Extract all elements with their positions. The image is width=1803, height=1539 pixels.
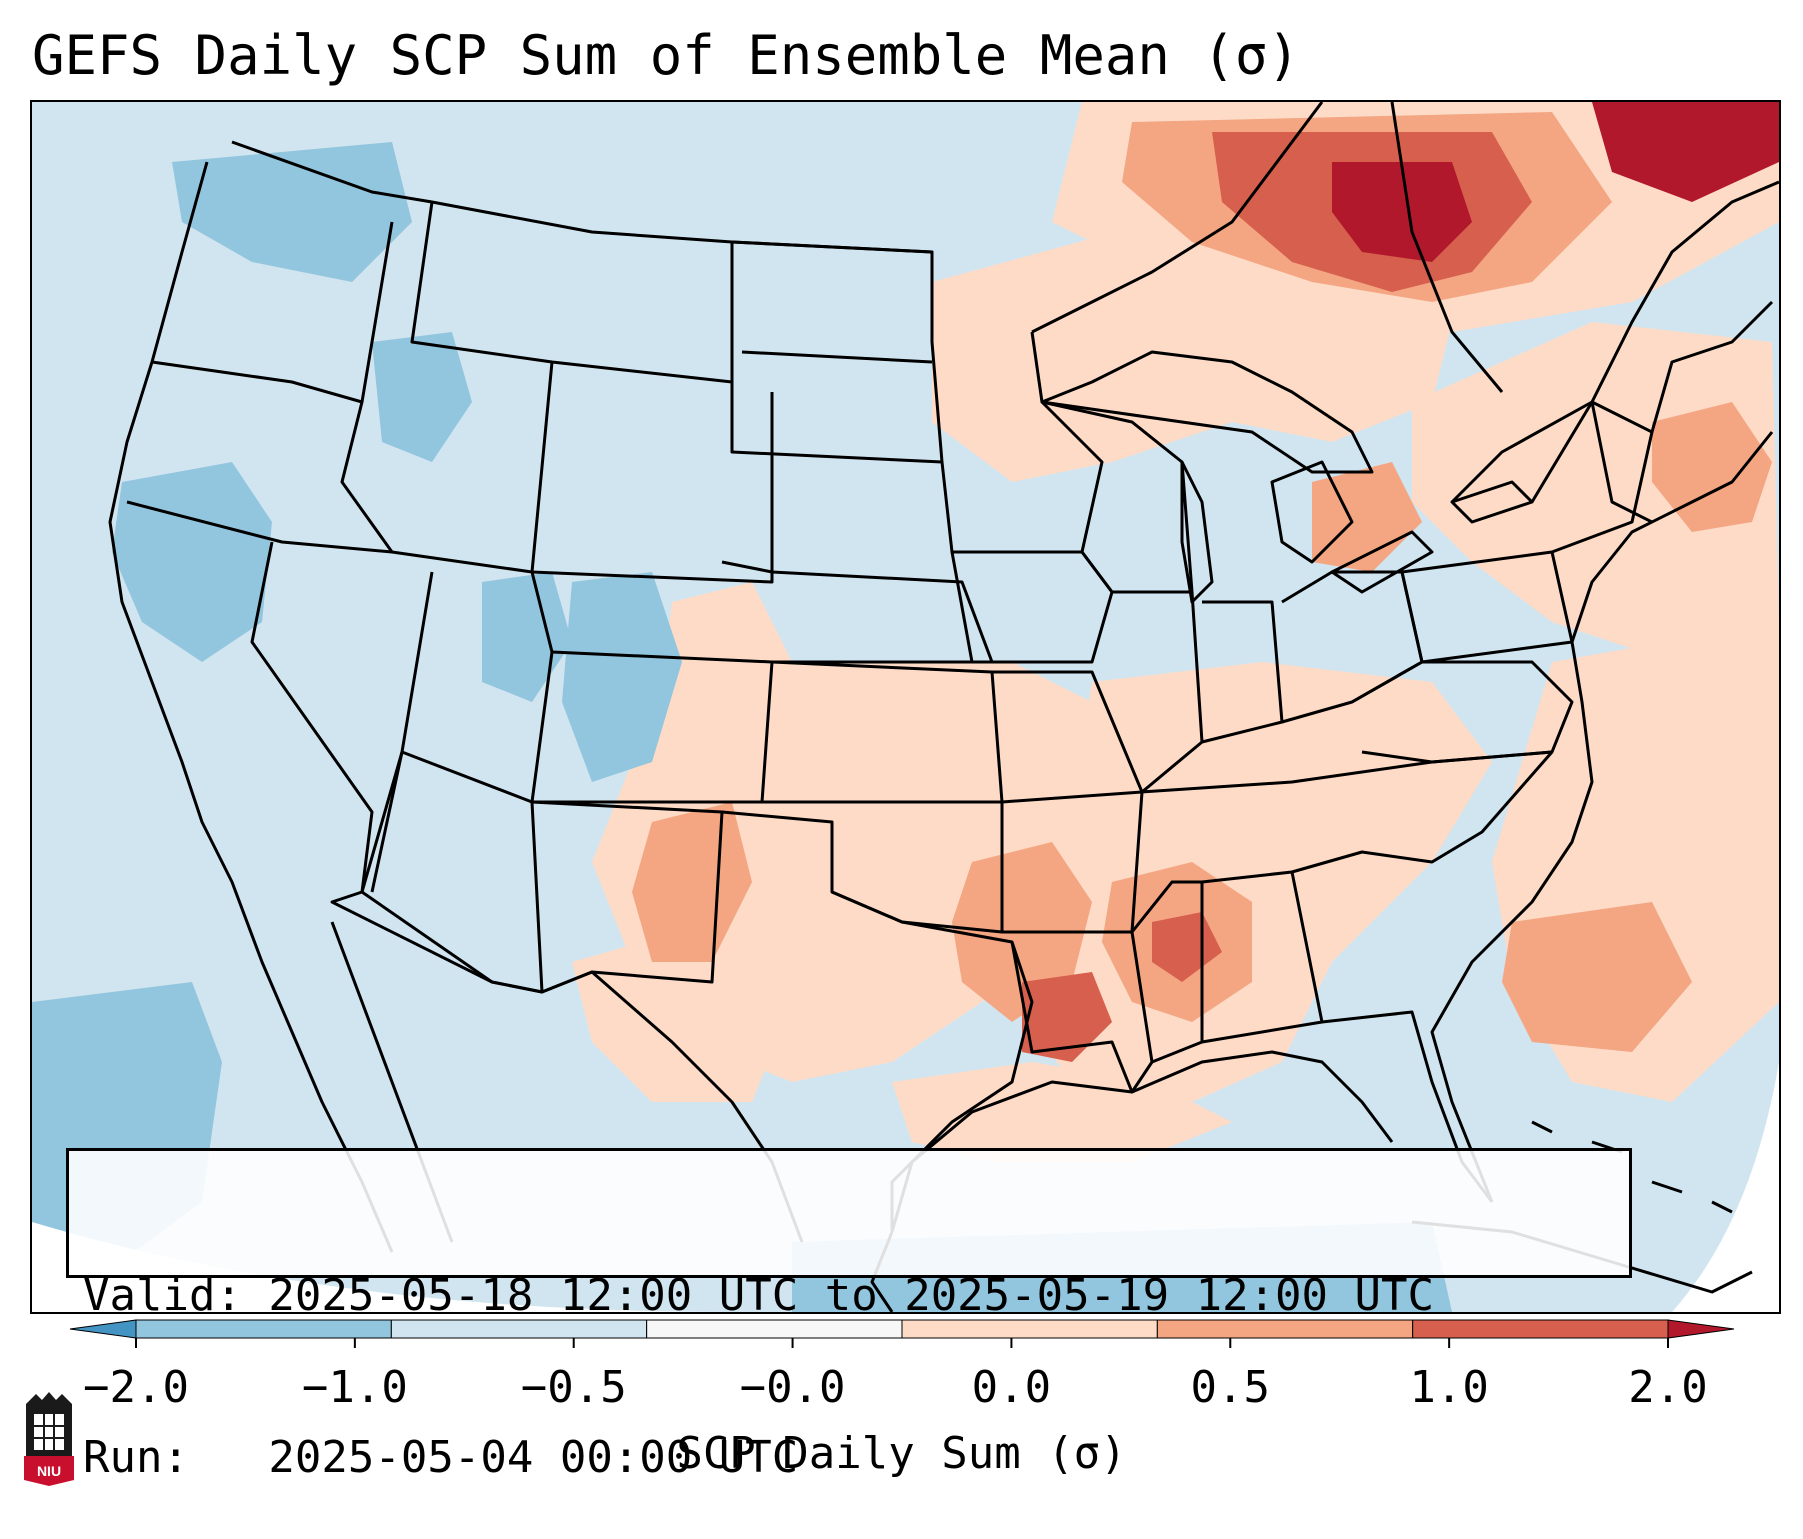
border-mo-ar	[992, 670, 1144, 804]
colorbar	[69, 1319, 1735, 1348]
border-ne	[721, 560, 994, 664]
border-co	[532, 650, 774, 804]
colorbar-tick-label: 0.5	[1190, 1362, 1271, 1413]
border-nd-sd	[741, 350, 933, 364]
colorbar-extend-min	[69, 1319, 137, 1339]
projection-edge-left	[32, 1222, 732, 1312]
region-alabama-dark	[1152, 912, 1222, 982]
colorbar-label: SCP Daily Sum (σ)	[676, 1428, 1127, 1479]
border-idaho	[340, 221, 533, 574]
colorbar-segment	[1156, 1319, 1414, 1339]
lake-michigan	[1180, 460, 1214, 604]
border-dakotas	[730, 240, 944, 464]
colorbar-graphic	[69, 1319, 1735, 1348]
region-greatlakes-medium	[1312, 462, 1422, 572]
colorbar-segment	[135, 1319, 392, 1339]
region-texpanhandle-medium	[632, 802, 752, 962]
border-in-oh	[1201, 600, 1284, 744]
border-canada-east	[1031, 102, 1324, 334]
border-wy	[530, 361, 774, 584]
region-pacific-nw-blue	[172, 142, 412, 282]
border-new-england	[1590, 300, 1774, 524]
map-title: GEFS Daily SCP Sum of Ensemble Mean (σ)	[32, 24, 1300, 87]
region-northeast-light	[1412, 322, 1779, 662]
border-al-ga	[1201, 870, 1324, 1044]
scp-map	[32, 102, 1779, 1312]
region-quebec-core	[1592, 102, 1779, 202]
region-newengland-medium	[1652, 402, 1772, 532]
region-colorado-blue	[562, 572, 682, 782]
logo-text: NIU	[37, 1463, 61, 1479]
border-ga-sc-nc	[1291, 751, 1554, 874]
region-atlantic-medium	[1502, 902, 1692, 1052]
border-ny-ne	[1450, 400, 1654, 554]
valid-time-text: Valid: 2025-05-18 12:00 UTC to 2025-05-1…	[83, 1270, 1435, 1321]
colorbar-tick-label: −1.0	[301, 1362, 408, 1413]
map-panel	[30, 100, 1781, 1314]
projection-edge-right	[1672, 1062, 1779, 1312]
border-wa-or	[151, 360, 363, 404]
region-idaho-blue	[372, 332, 472, 462]
coastline-gulf	[890, 1050, 1394, 1233]
border-or-ca	[126, 500, 393, 554]
colorbar-segment	[1412, 1319, 1669, 1339]
border-wv-va	[1351, 660, 1574, 764]
colorbar-segment	[390, 1319, 648, 1339]
lake-superior	[1040, 350, 1374, 474]
border-quebec-ontario	[1390, 102, 1504, 393]
run-time-text: Run: 2025-05-04 00:00 UTC	[83, 1432, 799, 1483]
colorbar-segment	[901, 1319, 1158, 1339]
colorbar-tick-label: −2.0	[83, 1362, 189, 1413]
colorbar-tick-label: 0.0	[971, 1362, 1052, 1413]
colorbar-tick-label: 2.0	[1628, 1362, 1708, 1413]
border-la	[1010, 931, 1154, 1094]
region-ontario-core	[1332, 162, 1472, 262]
colorbar-tick-label: −0.0	[739, 1362, 846, 1413]
border-ut-co	[401, 571, 554, 804]
border-ca-nv	[250, 541, 374, 893]
border-oh-pa	[1281, 570, 1424, 724]
university-seal-icon: NIU	[22, 1390, 76, 1486]
region-great-basin-blue	[112, 462, 272, 662]
lake-huron	[1270, 460, 1354, 564]
border-wi-il	[1041, 400, 1194, 594]
coastline-st-lawrence	[1530, 180, 1779, 503]
colorbar-extend-max	[1667, 1319, 1735, 1339]
valid-run-info-box: Valid: 2025-05-18 12:00 UTC to 2025-05-1…	[66, 1148, 1632, 1483]
border-mn-ia	[940, 331, 1104, 554]
region-louisiana-dark	[1022, 972, 1112, 1062]
border-ks	[762, 660, 1004, 804]
region-colorado-light	[662, 582, 792, 742]
islands-bahamas	[1531, 1120, 1733, 1214]
colorbar-segment	[646, 1319, 903, 1339]
state-borders	[108, 102, 1779, 1312]
coastline-east	[1430, 431, 1774, 1203]
lake-erie	[1330, 530, 1434, 594]
colorbar-tick-label: 1.0	[1409, 1362, 1489, 1413]
region-texas-light	[572, 922, 792, 1102]
colorbar-tick-label: −0.5	[520, 1362, 627, 1413]
coastline-west	[108, 161, 394, 1253]
border-az-nm	[330, 751, 544, 994]
